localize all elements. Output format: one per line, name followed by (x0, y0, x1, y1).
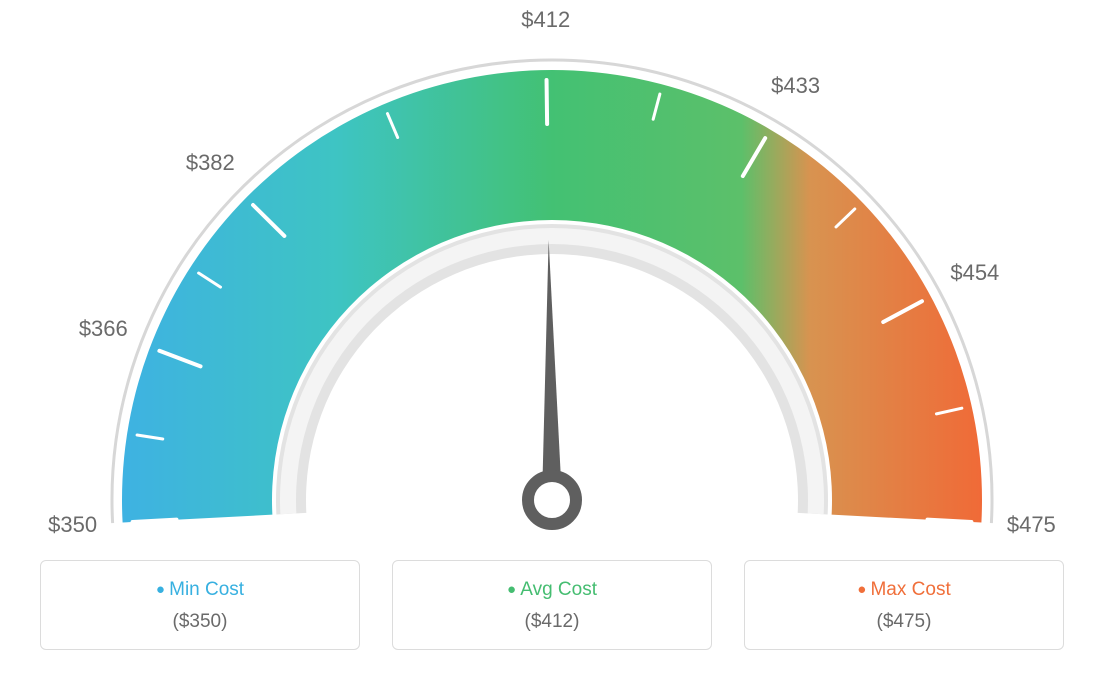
gauge-tick-label: $454 (950, 260, 999, 286)
gauge-tick-label: $433 (771, 73, 820, 99)
gauge-tick (133, 520, 177, 522)
legend-min-label: Min Cost (51, 579, 349, 601)
legend-card-min: Min Cost ($350) (40, 560, 360, 650)
gauge-needle-hub (528, 476, 576, 524)
gauge-tick-label: $382 (186, 150, 235, 176)
legend-max-label: Max Cost (755, 579, 1053, 601)
gauge-tick-label: $412 (521, 7, 570, 33)
legend-card-avg: Avg Cost ($412) (392, 560, 712, 650)
gauge-tick (547, 80, 548, 124)
legend-max-value: ($475) (755, 611, 1053, 633)
gauge-tick (927, 520, 971, 522)
gauge-needle (542, 240, 562, 500)
gauge-tick-label: $350 (48, 512, 97, 538)
gauge-svg (0, 0, 1104, 560)
legend-min-value: ($350) (51, 611, 349, 633)
legend-avg-value: ($412) (403, 611, 701, 633)
legend-row: Min Cost ($350) Avg Cost ($412) Max Cost… (0, 560, 1104, 680)
legend-avg-label: Avg Cost (403, 579, 701, 601)
gauge-chart: $350 $366 $382 $412 $433 $454 $475 (0, 0, 1104, 560)
legend-card-max: Max Cost ($475) (744, 560, 1064, 650)
gauge-tick-label: $475 (1007, 512, 1056, 538)
gauge-tick-label: $366 (79, 316, 128, 342)
